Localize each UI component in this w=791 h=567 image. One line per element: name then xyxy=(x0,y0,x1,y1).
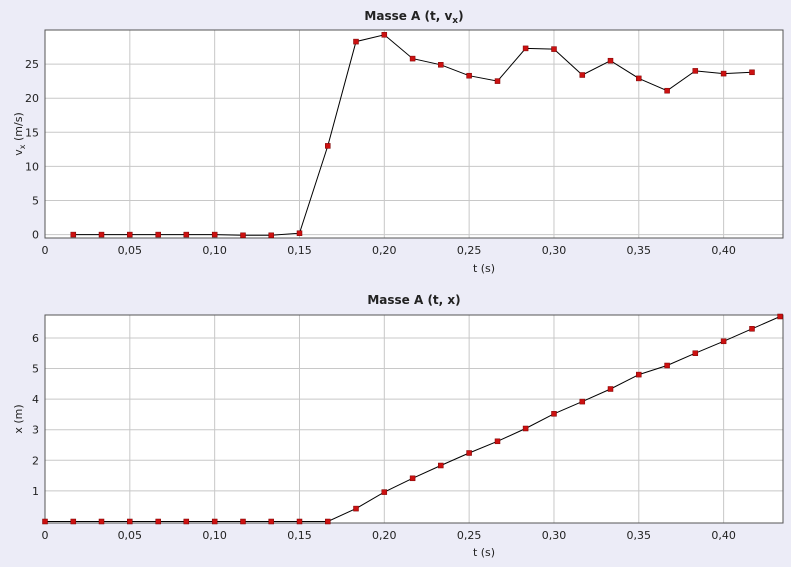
data-point xyxy=(777,313,783,320)
data-point xyxy=(664,362,670,369)
data-point xyxy=(127,518,133,525)
data-point xyxy=(155,231,161,238)
data-point xyxy=(155,518,161,525)
data-point xyxy=(127,231,133,238)
data-point xyxy=(749,326,755,332)
x-tick-label: 0,20 xyxy=(372,244,397,257)
data-point xyxy=(466,450,472,456)
data-point xyxy=(381,32,388,38)
x-tick-label: 0,05 xyxy=(118,529,143,542)
x-tick-label: 0,10 xyxy=(202,244,227,257)
x-tick-label: 0,25 xyxy=(457,529,482,542)
data-point xyxy=(664,87,670,94)
data-point xyxy=(720,70,727,77)
data-point xyxy=(98,518,105,525)
x-tick-label: 0,40 xyxy=(711,244,736,257)
y-tick-label: 20 xyxy=(25,92,39,105)
chart-title: Masse A (t, x) xyxy=(367,293,460,307)
data-point xyxy=(692,350,699,356)
data-point xyxy=(551,411,557,417)
data-point xyxy=(70,518,77,525)
x-tick-label: 0,20 xyxy=(372,529,397,542)
x-tick-label: 0,05 xyxy=(118,244,143,257)
data-point xyxy=(42,518,48,525)
y-tick-label: 5 xyxy=(32,363,39,376)
data-point xyxy=(70,231,77,238)
x-tick-label: 0,30 xyxy=(542,244,567,257)
x-axis-label: t (s) xyxy=(473,546,495,559)
chart-title: Masse A (t, vx) xyxy=(364,9,463,26)
data-point xyxy=(466,72,472,79)
data-point xyxy=(98,231,105,238)
data-point xyxy=(296,518,303,525)
data-point xyxy=(409,475,416,482)
plot-border xyxy=(44,314,784,524)
data-point xyxy=(551,46,557,52)
data-point xyxy=(325,518,331,525)
chart-1: 0 0,05 0,10 0,15 0,20 0,25 0,30 0,35 0,40 0 5 10 15 2… xyxy=(12,9,784,275)
x-tick-label: 0,15 xyxy=(287,244,312,257)
data-point xyxy=(636,371,642,378)
y-tick-label: 10 xyxy=(25,160,39,173)
plot-area xyxy=(44,314,784,524)
x-tick-label: 0,10 xyxy=(202,529,227,542)
data-point xyxy=(268,232,274,239)
plot-area xyxy=(44,29,784,239)
y-tick-label: 1 xyxy=(32,485,39,498)
y-tick-label: 15 xyxy=(25,126,39,139)
x-tick-label: 0,15 xyxy=(287,529,312,542)
x-axis-label: t (s) xyxy=(473,262,495,275)
x-tick-label: 0,35 xyxy=(627,529,652,542)
x-tick-label: 0,30 xyxy=(542,529,567,542)
data-point xyxy=(692,68,699,74)
data-point xyxy=(607,57,614,64)
x-tick-label: 0,40 xyxy=(711,529,736,542)
y-tick-label: 2 xyxy=(32,454,39,467)
data-point xyxy=(183,518,190,525)
data-point xyxy=(720,338,727,345)
data-point xyxy=(749,69,755,76)
data-point xyxy=(268,518,274,525)
data-point xyxy=(240,518,246,525)
data-point xyxy=(211,231,218,238)
data-point xyxy=(353,505,359,512)
data-point xyxy=(183,231,190,238)
x-tick-label: 0 xyxy=(42,529,49,542)
data-point xyxy=(353,38,359,45)
data-point xyxy=(579,72,586,78)
x-tick-label: 0,35 xyxy=(627,244,652,257)
data-point xyxy=(325,143,331,149)
data-point xyxy=(607,386,614,392)
x-tick-label: 0 xyxy=(42,244,49,257)
chart-2: 0 0,05 0,10 0,15 0,20 0,25 0,30 0,35 0,40 1 2 3 4 5 6 M… xyxy=(12,293,784,559)
data-point xyxy=(438,462,444,469)
data-point xyxy=(579,398,586,405)
y-tick-label: 6 xyxy=(32,332,39,345)
data-point xyxy=(381,489,388,495)
y-tick-label: 0 xyxy=(32,229,39,242)
data-point xyxy=(522,425,529,432)
plot-border xyxy=(44,29,784,239)
y-tick-label: 4 xyxy=(32,393,39,406)
y-tick-label: 5 xyxy=(32,194,39,207)
data-point xyxy=(409,55,416,62)
data-point xyxy=(296,230,303,236)
y-axis-label: x (m) xyxy=(12,404,25,433)
x-tick-label: 0,25 xyxy=(457,244,482,257)
data-point xyxy=(522,45,529,52)
data-point xyxy=(240,232,246,239)
data-point xyxy=(636,75,642,82)
y-tick-label: 3 xyxy=(32,424,39,437)
data-point xyxy=(438,62,444,68)
y-axis-label: vx (m/s) xyxy=(12,112,27,155)
data-point xyxy=(494,438,501,445)
data-point xyxy=(494,78,501,84)
y-tick-label: 25 xyxy=(25,58,39,71)
data-point xyxy=(211,518,218,525)
